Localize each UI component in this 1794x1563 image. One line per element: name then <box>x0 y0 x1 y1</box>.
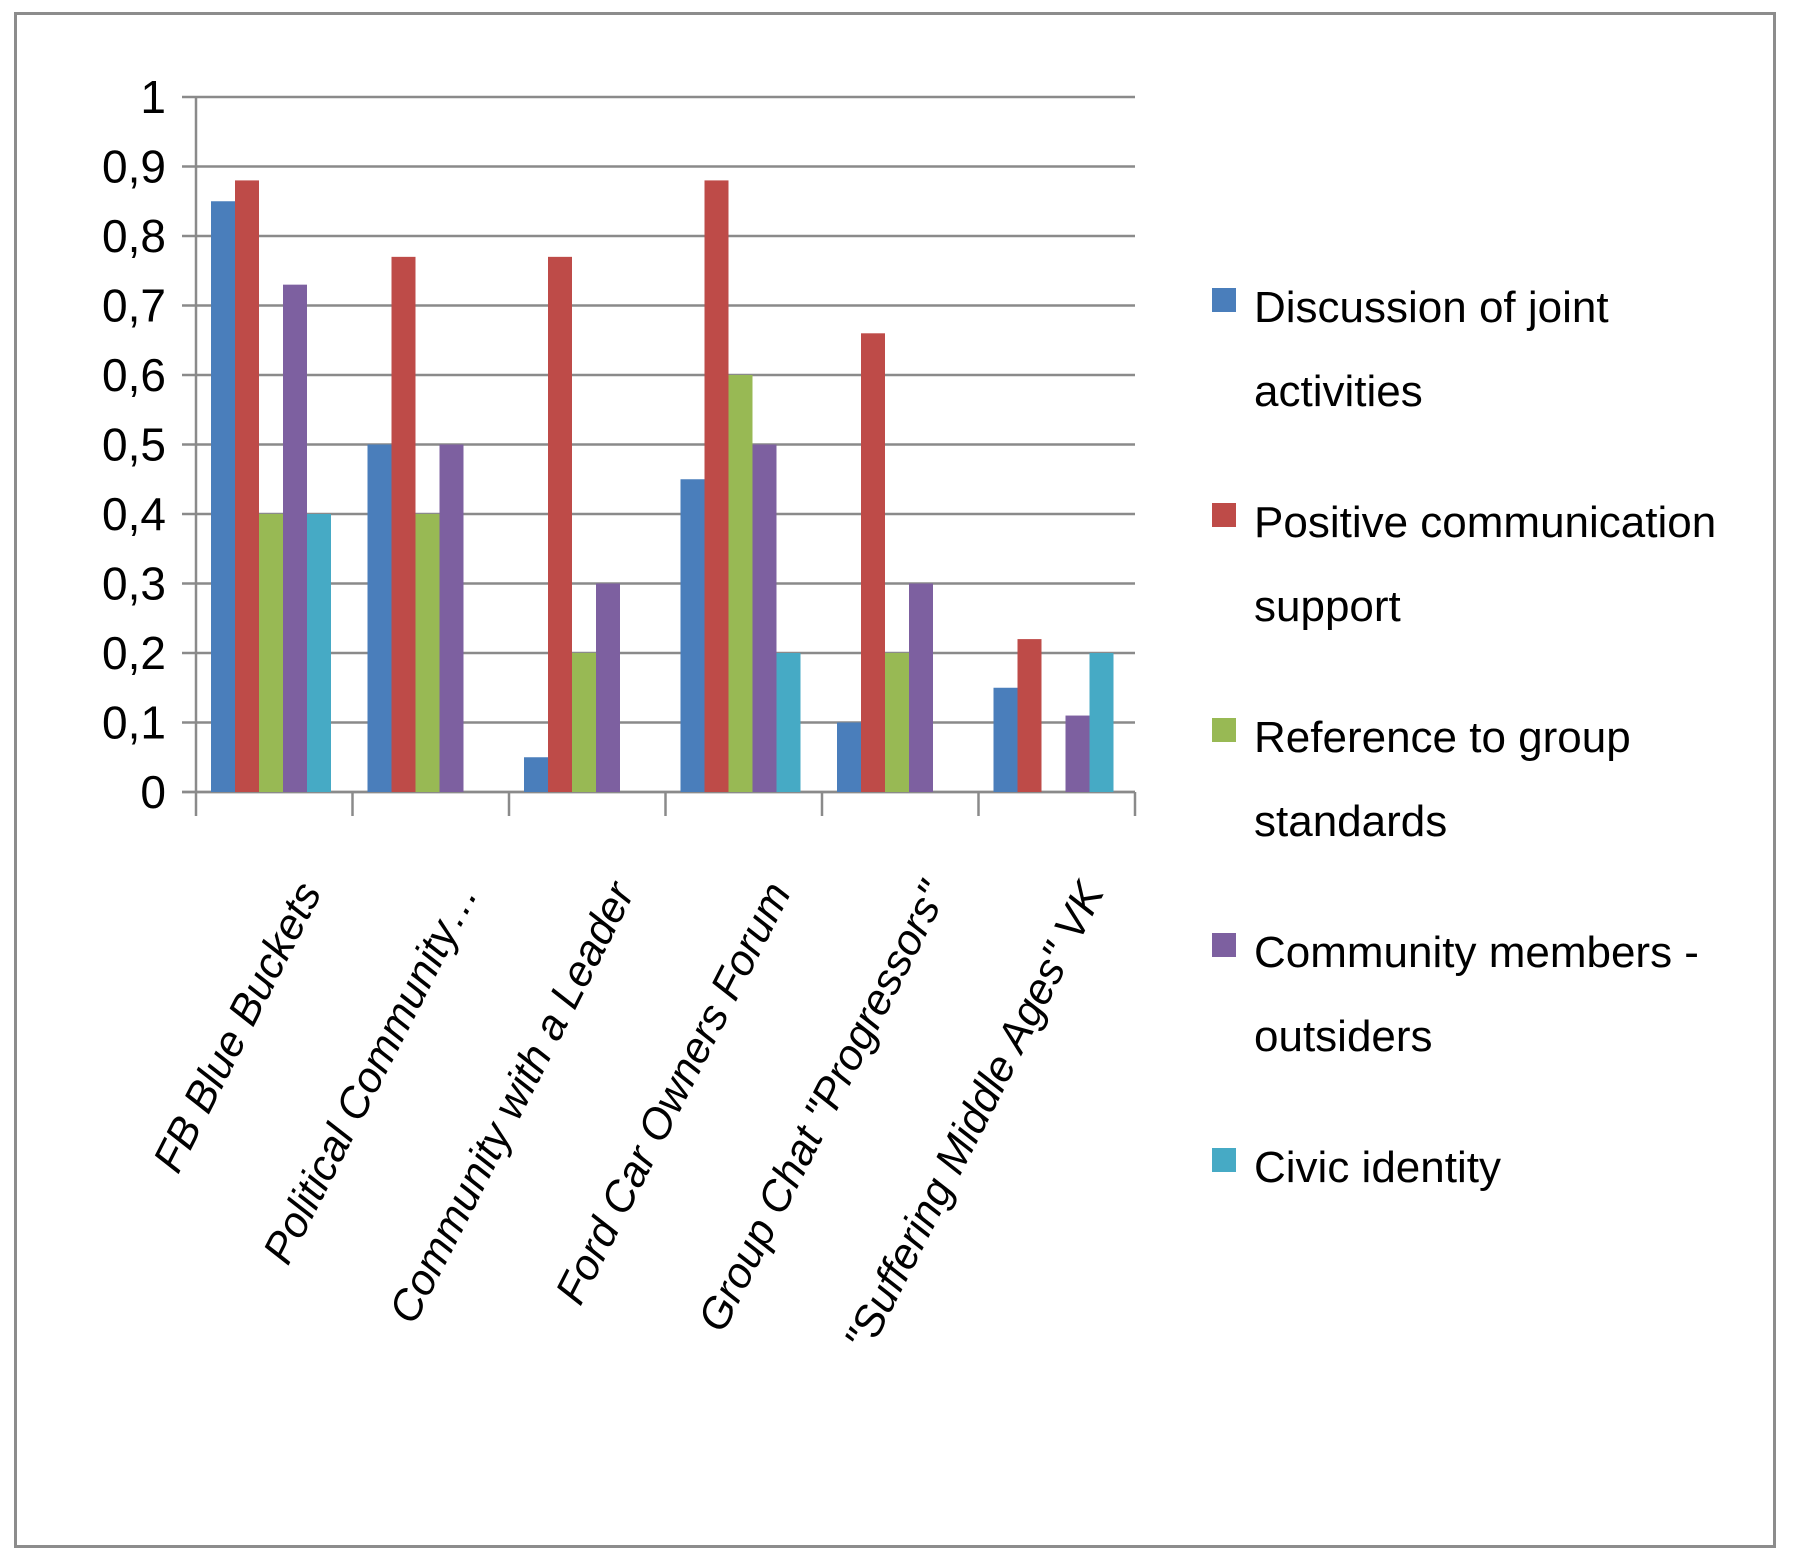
y-tick-label: 0,3 <box>102 558 166 610</box>
bar-6-4 <box>1065 715 1090 792</box>
bar-1-1 <box>211 201 235 792</box>
bar-1-3 <box>259 514 283 792</box>
bar-1-5 <box>307 514 331 792</box>
bar-4-4 <box>752 444 777 792</box>
bar-4-5 <box>776 653 801 792</box>
legend-swatch <box>1212 503 1236 527</box>
bar-4-3 <box>728 375 753 792</box>
y-tick-label: 0,9 <box>102 141 166 193</box>
x-category-label: FB Blue Buckets <box>144 875 331 1180</box>
y-tick-label: 0,4 <box>102 488 166 540</box>
legend-label: Community members -outsiders <box>1254 928 1699 1061</box>
bar-4-2 <box>704 180 729 792</box>
bar-1-4 <box>283 284 307 792</box>
y-tick-label: 0,2 <box>102 627 166 679</box>
legend-swatch <box>1212 933 1236 957</box>
y-tick-label: 0,7 <box>102 280 166 332</box>
bar-1-2 <box>235 180 259 792</box>
bar-2-4 <box>439 444 464 792</box>
bar-3-4 <box>596 583 620 792</box>
bar-3-2 <box>548 256 572 793</box>
legend-label: Discussion of joint activities <box>1254 283 1609 416</box>
y-tick-label: 0,8 <box>102 210 166 262</box>
bar-2-2 <box>391 256 416 793</box>
bar-5-3 <box>885 653 909 792</box>
legend-label: Civic identity <box>1254 1143 1501 1192</box>
legend-swatch <box>1212 288 1236 312</box>
bar-5-1 <box>837 722 861 792</box>
legend-label: Positive communication support <box>1254 498 1716 631</box>
y-tick-label: 0,1 <box>102 697 166 749</box>
bar-5-2 <box>861 333 885 792</box>
legend-swatch <box>1212 718 1236 742</box>
y-tick-label: 0 <box>140 766 166 818</box>
bar-6-1 <box>993 687 1018 792</box>
bar-2-1 <box>367 444 392 792</box>
legend-label: Reference to group standards <box>1254 713 1631 846</box>
bar-6-5 <box>1089 653 1114 792</box>
bar-3-3 <box>572 653 596 792</box>
legend-swatch <box>1212 1148 1236 1172</box>
bar-5-4 <box>909 583 933 792</box>
y-tick-label: 0,5 <box>102 419 166 471</box>
bar-2-3 <box>415 514 440 792</box>
bar-4-1 <box>680 479 705 792</box>
y-tick-label: 1 <box>140 71 166 123</box>
bar-6-2 <box>1017 639 1042 792</box>
y-tick-label: 0,6 <box>102 349 166 401</box>
bar-3-1 <box>524 757 548 792</box>
